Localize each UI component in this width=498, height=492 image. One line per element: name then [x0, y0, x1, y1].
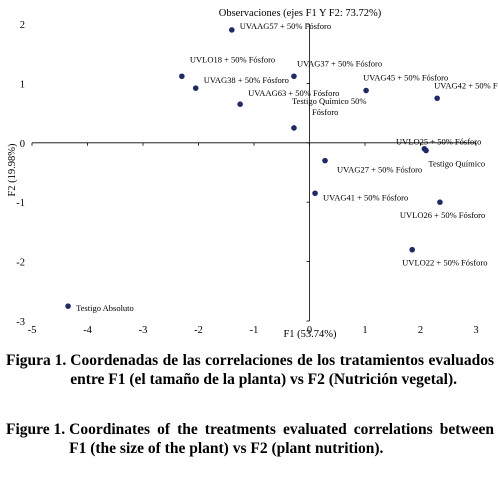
point-label: UVLO22 + 50% Fósforo: [402, 258, 487, 268]
point-label: Testigo Químico 50% Fósforo: [292, 96, 366, 117]
point-label: UVLO18 + 50% Fósforo: [190, 54, 275, 64]
x-tick-label: 2: [418, 325, 423, 336]
y-tick-label: -1: [16, 198, 25, 209]
axes: [31, 23, 477, 322]
y-tick-label: 2: [20, 20, 25, 31]
data-point: [229, 27, 235, 33]
chart-title: Observaciones (ejes F1 Y F2: 73.72%): [219, 8, 382, 19]
point-label: UVLO26 + 50% Fósforo: [400, 210, 485, 220]
caption-english-label: Figure 1.: [6, 421, 66, 438]
caption-english-text: Coordinates of the treatments evaluated …: [69, 421, 494, 457]
data-point: [409, 246, 415, 253]
x-tick-label: 3: [473, 325, 478, 336]
data-point: [437, 199, 443, 205]
caption-spanish: Figura 1. Coordenadas de las correlacion…: [6, 351, 494, 389]
tick-labels: -5 -4 -3 -2 -1 0 1 2 3 -3 -2 -1 0 1 2: [16, 20, 478, 336]
data-point: [237, 101, 243, 107]
scatter-chart: Observaciones (ejes F1 Y F2: 73.72%) -5-…: [7, 8, 498, 340]
point-label: UVAG45 + 50% Fósforo: [363, 73, 448, 83]
data-point: [179, 73, 185, 80]
y-tick-label: 0: [20, 139, 25, 150]
point-label: Testigo Químico: [428, 159, 485, 169]
x-tick-label: -2: [194, 325, 203, 336]
x-tick-label: -5: [28, 325, 37, 336]
data-point: [312, 190, 318, 197]
point-label: UVAG37 + 50% Fósforo: [297, 58, 382, 68]
point-label: UVLO25 + 50% Fósforo: [396, 137, 481, 147]
point-label: Testigo Absoluto: [76, 303, 134, 313]
data-point: [322, 157, 328, 164]
data-point: [291, 73, 297, 80]
point-label: UVAG42 + 50% Fósforo: [434, 80, 498, 90]
x-tick-label: -1: [250, 325, 259, 336]
point-label: UVAG41 + 50% Fósforo: [323, 192, 408, 202]
x-tick-label: -4: [83, 325, 92, 336]
x-tick-label: 0: [307, 325, 312, 336]
y-axis-label: F2 (19.98%): [7, 143, 18, 197]
data-point: [363, 87, 369, 94]
point-label: UVAG27 + 50% Fósforo: [337, 165, 422, 175]
x-tick-label: -3: [139, 325, 148, 336]
point-label: UVAAG57 + 50% Fósforo: [240, 21, 331, 31]
caption-spanish-text: Coordenadas de las correlaciones de los …: [70, 352, 494, 388]
x-axis-label: F1 (53.74%): [283, 329, 337, 340]
x-tick-label: 1: [362, 325, 367, 336]
point-label: UVAG38 + 50% Fósforo: [204, 75, 289, 85]
data-point: [291, 125, 297, 131]
y-tick-label: -2: [16, 258, 25, 269]
point-label: UVAAG63 + 50% Fósforo: [248, 88, 339, 98]
caption-spanish-label: Figura 1.: [6, 352, 67, 369]
caption-english: Figure 1. Coordinates of the treatments …: [6, 420, 494, 458]
data-point: [65, 303, 71, 309]
point-labels: UVAAG57 + 50% Fósforo UVLO18 + 50% Fósfor…: [76, 21, 498, 313]
points-layer: [65, 27, 443, 309]
y-tick-label: -3: [16, 317, 25, 328]
data-point: [434, 95, 440, 102]
data-point: [421, 145, 428, 152]
data-point: [192, 85, 199, 91]
y-tick-label: 1: [20, 79, 25, 90]
